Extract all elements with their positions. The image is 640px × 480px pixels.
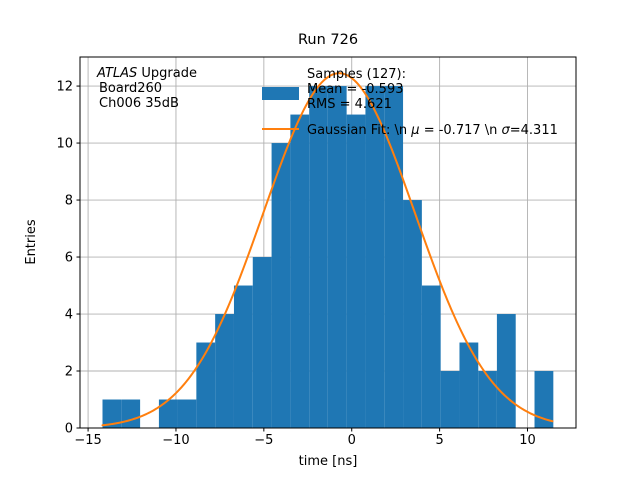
y-axis-label: Entries bbox=[24, 219, 39, 265]
histogram-bar bbox=[215, 314, 234, 428]
histogram-bar bbox=[459, 342, 479, 428]
histogram-bar bbox=[102, 399, 122, 428]
histogram-bar bbox=[290, 114, 310, 428]
axes-spines bbox=[79, 56, 577, 429]
annotation-line-atlas-upgrade: ATLAS Upgrade bbox=[96, 66, 197, 81]
x-tick-label: −5 bbox=[254, 433, 273, 448]
x-tick-label: 5 bbox=[435, 433, 443, 448]
legend-samples-swatch bbox=[262, 87, 299, 100]
histogram-bar bbox=[233, 285, 253, 428]
histogram-bar bbox=[252, 257, 272, 428]
annotation-line-board: Board260 bbox=[99, 81, 162, 96]
y-tick-label: 12 bbox=[56, 80, 73, 95]
legend-gaussian-label: Gaussian Fit: \n μ = -0.717 \n σ=4.311 bbox=[307, 123, 558, 138]
histogram-bar bbox=[271, 143, 291, 428]
histogram-bar bbox=[496, 314, 516, 428]
x-tick-label: 0 bbox=[348, 433, 356, 448]
histogram-bar bbox=[478, 371, 497, 428]
histogram-bar bbox=[365, 86, 385, 428]
gaussian-fit-curve bbox=[101, 72, 554, 427]
legend-samples-rms: RMS = 4.621 bbox=[307, 97, 392, 112]
legend-samples-title: Samples (127): bbox=[307, 67, 406, 82]
histogram-bar bbox=[384, 86, 404, 428]
histogram-bar bbox=[421, 285, 441, 428]
histogram-bar bbox=[177, 399, 197, 428]
histogram-bar bbox=[196, 342, 216, 428]
y-tick-label: 8 bbox=[65, 194, 73, 209]
histogram-layer bbox=[102, 86, 554, 428]
legend-samples-mean: Mean = -0.593 bbox=[307, 82, 403, 97]
histogram-bar bbox=[534, 371, 554, 428]
x-tick-label: 10 bbox=[519, 433, 536, 448]
y-tick-label: 4 bbox=[65, 308, 73, 323]
tick-label-layer: −15 −10 −5 0 5 10 0 2 4 6 8 10 12 bbox=[56, 80, 535, 448]
x-tick-label: −10 bbox=[162, 433, 189, 448]
histogram-bar bbox=[403, 200, 422, 428]
fit-curve-layer bbox=[101, 72, 554, 427]
chart-title: Run 726 bbox=[298, 32, 358, 48]
y-tick-label: 0 bbox=[65, 422, 73, 437]
histogram-bar bbox=[440, 371, 460, 428]
histogram-bar bbox=[158, 399, 178, 428]
histogram-bar bbox=[346, 114, 366, 428]
legend: Samples (127): Mean = -0.593 RMS = 4.621… bbox=[262, 67, 558, 138]
axes-layer bbox=[76, 56, 577, 432]
x-tick-label: −15 bbox=[74, 433, 101, 448]
y-tick-label: 2 bbox=[65, 365, 73, 380]
y-tick-label: 10 bbox=[56, 137, 73, 152]
x-axis-label: time [ns] bbox=[299, 454, 358, 469]
y-tick-label: 6 bbox=[65, 251, 73, 266]
histogram-bar bbox=[327, 86, 347, 428]
annotation-block: ATLAS Upgrade Board260 Ch006 35dB bbox=[96, 66, 197, 111]
histogram-bar bbox=[121, 399, 141, 428]
annotation-line-channel: Ch006 35dB bbox=[99, 96, 179, 111]
histogram-bar bbox=[309, 86, 328, 428]
